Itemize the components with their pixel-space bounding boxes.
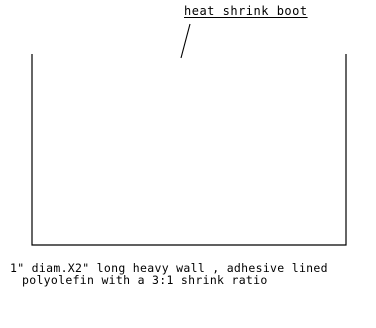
caption-line-2: polyolefin with a 3:1 shrink ratio xyxy=(22,273,268,287)
caption-line-1: 1" diam.X2" long heavy wall , adhesive l… xyxy=(10,261,328,275)
leader-line xyxy=(180,23,191,59)
callout-label: heat shrink boot xyxy=(184,4,308,18)
boot-outline xyxy=(31,54,347,246)
caption: 1" diam.X2" long heavy wall , adhesive l… xyxy=(10,262,376,286)
